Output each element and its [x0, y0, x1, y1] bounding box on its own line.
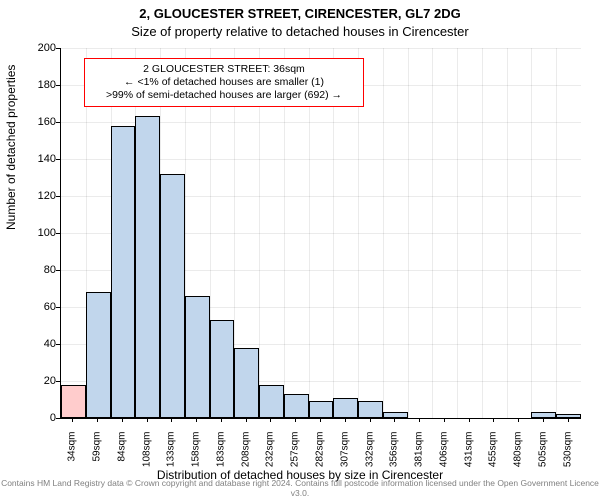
x-tick-label: 232sqm [265, 432, 276, 472]
x-tick-label: 34sqm [67, 432, 78, 472]
bar [333, 398, 358, 418]
bar [284, 394, 309, 418]
y-tick-label: 100 [16, 227, 56, 239]
y-tick-label: 0 [16, 412, 56, 424]
x-tick-label: 257sqm [290, 432, 301, 472]
y-tick-label: 40 [16, 338, 56, 350]
y-tick-label: 140 [16, 153, 56, 165]
x-tick-label: 431sqm [463, 432, 474, 472]
x-tick-label: 455sqm [488, 432, 499, 472]
bar [309, 401, 334, 418]
footer: Contains HM Land Registry data © Crown c… [0, 479, 600, 498]
bar [358, 401, 383, 418]
bar [86, 292, 111, 418]
x-tick-label: 133sqm [166, 432, 177, 472]
footer-line2: Contains full postcode information licen… [291, 478, 599, 497]
y-tick-label: 120 [16, 190, 56, 202]
x-tick-label: 356sqm [389, 432, 400, 472]
bar [160, 174, 185, 418]
y-tick-label: 20 [16, 375, 56, 387]
x-tick-label: 282sqm [315, 432, 326, 472]
x-tick-label: 332sqm [364, 432, 375, 472]
footer-line1: Contains HM Land Registry data © Crown c… [1, 478, 293, 488]
y-tick-label: 180 [16, 79, 56, 91]
y-tick-label: 80 [16, 264, 56, 276]
chart-title: 2, GLOUCESTER STREET, CIRENCESTER, GL7 2… [0, 6, 600, 21]
x-tick-label: 406sqm [438, 432, 449, 472]
bar [531, 412, 556, 418]
bar [234, 348, 259, 418]
x-tick-label: 307sqm [339, 432, 350, 472]
bar [259, 385, 284, 418]
x-tick-label: 208sqm [240, 432, 251, 472]
y-tick-label: 160 [16, 116, 56, 128]
bar [210, 320, 235, 418]
x-tick-label: 480sqm [513, 432, 524, 472]
x-tick-label: 84sqm [116, 432, 127, 472]
y-tick-label: 200 [16, 42, 56, 54]
x-tick-label: 158sqm [191, 432, 202, 472]
chart-subtitle: Size of property relative to detached ho… [0, 24, 600, 39]
x-tick-label: 183sqm [215, 432, 226, 472]
annotation-line1: 2 GLOUCESTER STREET: 36sqm [91, 63, 357, 76]
annotation-box: 2 GLOUCESTER STREET: 36sqm ← <1% of deta… [84, 58, 364, 107]
x-tick-label: 505sqm [537, 432, 548, 472]
y-tick-label: 60 [16, 301, 56, 313]
x-tick-label: 108sqm [141, 432, 152, 472]
annotation-line2: ← <1% of detached houses are smaller (1) [91, 76, 357, 89]
bar [135, 116, 160, 418]
annotation-line3: >99% of semi-detached houses are larger … [91, 89, 357, 102]
x-tick-label: 381sqm [414, 432, 425, 472]
chart-container: 2, GLOUCESTER STREET, CIRENCESTER, GL7 2… [0, 0, 600, 500]
highlighted-bar [61, 385, 86, 418]
x-tick-label: 530sqm [562, 432, 573, 472]
bar [556, 414, 581, 418]
bar [111, 126, 136, 418]
bar [185, 296, 210, 418]
x-tick-label: 59sqm [92, 432, 103, 472]
